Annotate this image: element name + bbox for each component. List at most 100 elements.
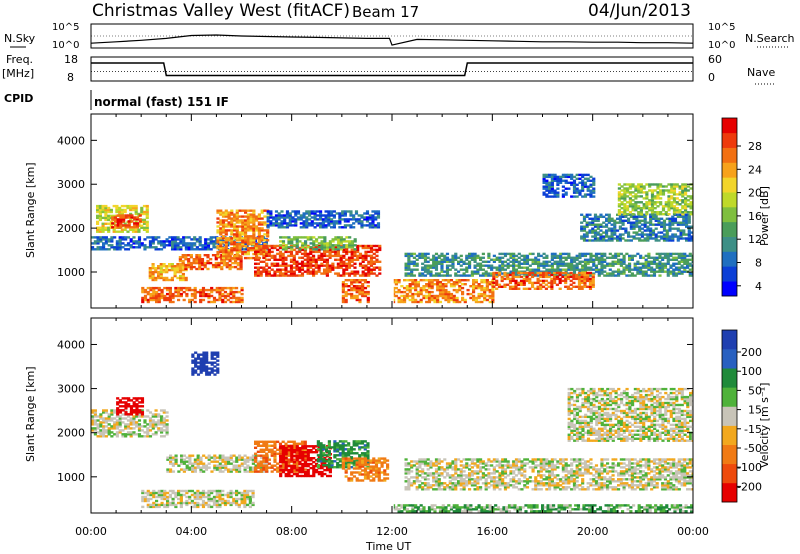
heatmap-cell (198, 244, 202, 247)
heatmap-cell (588, 231, 592, 234)
heatmap-cell (336, 272, 340, 275)
heatmap-cell (193, 501, 197, 505)
heatmap-cell (146, 298, 150, 302)
heatmap-cell (145, 228, 149, 231)
heatmap-cell (325, 262, 329, 265)
heatmap-cell (651, 217, 656, 220)
heatmap-cell (179, 274, 183, 278)
heatmap-cell (199, 294, 203, 298)
heatmap-cell (279, 236, 283, 239)
heatmap-cell (690, 225, 693, 228)
heatmap-cell (289, 260, 294, 263)
heatmap-cell (645, 211, 649, 214)
heatmap-cell (226, 499, 230, 503)
heatmap-cell (140, 409, 144, 412)
heatmap-cell (528, 264, 532, 267)
heatmap-cell (223, 286, 228, 290)
heatmap-cell (166, 286, 170, 290)
heatmap-cell (252, 252, 256, 256)
heatmap-cell (96, 206, 100, 210)
heatmap-cell (583, 258, 588, 261)
heatmap-cell (641, 274, 645, 277)
heatmap-cell (107, 423, 111, 426)
heatmap-cell (309, 248, 313, 252)
heatmap-cell (593, 237, 598, 240)
heatmap-cell (350, 258, 354, 261)
heatmap-cell (107, 206, 111, 210)
heatmap-cell (687, 231, 691, 234)
heatmap-cell (353, 244, 357, 247)
heatmap-cell (567, 272, 571, 275)
heatmap-cell (181, 272, 185, 276)
heatmap-cell (235, 243, 239, 246)
heatmap-cell (151, 236, 155, 239)
heatmap-feature (617, 183, 693, 216)
heatmap-cell (664, 201, 668, 204)
heatmap-cell (221, 231, 226, 234)
heatmap-cell (224, 219, 228, 222)
heatmap-cell (472, 283, 476, 286)
heatmap-cell (525, 271, 529, 275)
heatmap-cell (561, 275, 565, 279)
heatmap-cell (165, 419, 169, 422)
heatmap-cell (299, 226, 303, 229)
heatmap-cell (606, 272, 610, 275)
heatmap-cell (643, 233, 647, 236)
heatmap-cell (495, 271, 499, 275)
heatmap-cell (586, 285, 590, 288)
heatmap-cell (320, 236, 324, 239)
noise-sky-series (90, 34, 694, 46)
heatmap-cell (580, 225, 584, 228)
heatmap-cell (334, 250, 338, 254)
heatmap-feature (341, 279, 370, 304)
heatmap-cell (588, 279, 593, 283)
heatmap-cell (308, 214, 312, 217)
heatmap-cell (353, 266, 357, 269)
heatmap-cell (230, 247, 234, 250)
heatmap-cell (491, 283, 495, 286)
heatmap-cell (610, 219, 614, 222)
heatmap-cell (152, 491, 156, 495)
heatmap-cell (244, 223, 248, 226)
heatmap-cell (221, 227, 226, 230)
heatmap-cell (454, 272, 458, 275)
heatmap-cell (179, 497, 183, 501)
heatmap-cell (335, 220, 339, 223)
heatmap-cell (342, 272, 346, 275)
heatmap-cell (617, 254, 621, 258)
heatmap-cell (585, 235, 589, 238)
heatmap-cell (637, 187, 641, 190)
heatmap-cell (677, 270, 681, 273)
heatmap-cell (232, 499, 236, 503)
heatmap-cell (473, 266, 477, 269)
heatmap-cell (646, 227, 650, 230)
heatmap-cell (99, 413, 103, 416)
heatmap-cell (458, 279, 462, 282)
heatmap-cell (104, 419, 108, 422)
heatmap-cell (412, 262, 416, 265)
heatmap-cell (140, 242, 144, 245)
heatmap-cell (171, 300, 175, 304)
heatmap-cell (107, 214, 111, 218)
heatmap-cell (655, 262, 659, 265)
heatmap-cell (118, 405, 122, 408)
heatmap-cell (567, 173, 571, 177)
heatmap-cell (425, 279, 429, 282)
heatmap-cell (143, 244, 147, 247)
heatmap-cell (203, 265, 207, 269)
heatmap-cell (246, 213, 250, 216)
heatmap-cell (436, 300, 440, 304)
heatmap-cell (127, 216, 131, 219)
heatmap-cell (317, 244, 321, 248)
heatmap-cell (407, 268, 411, 271)
heatmap-cell (497, 273, 502, 277)
heatmap-cell (438, 294, 443, 298)
heatmap-cell (583, 193, 588, 196)
heatmap-cell (434, 260, 439, 263)
heatmap-cell (640, 223, 644, 226)
heatmap-cell (244, 225, 248, 228)
heatmap-cell (451, 266, 455, 269)
heatmap-cell (249, 249, 253, 252)
heatmap-cell (500, 285, 504, 288)
heatmap-cell (678, 211, 682, 214)
